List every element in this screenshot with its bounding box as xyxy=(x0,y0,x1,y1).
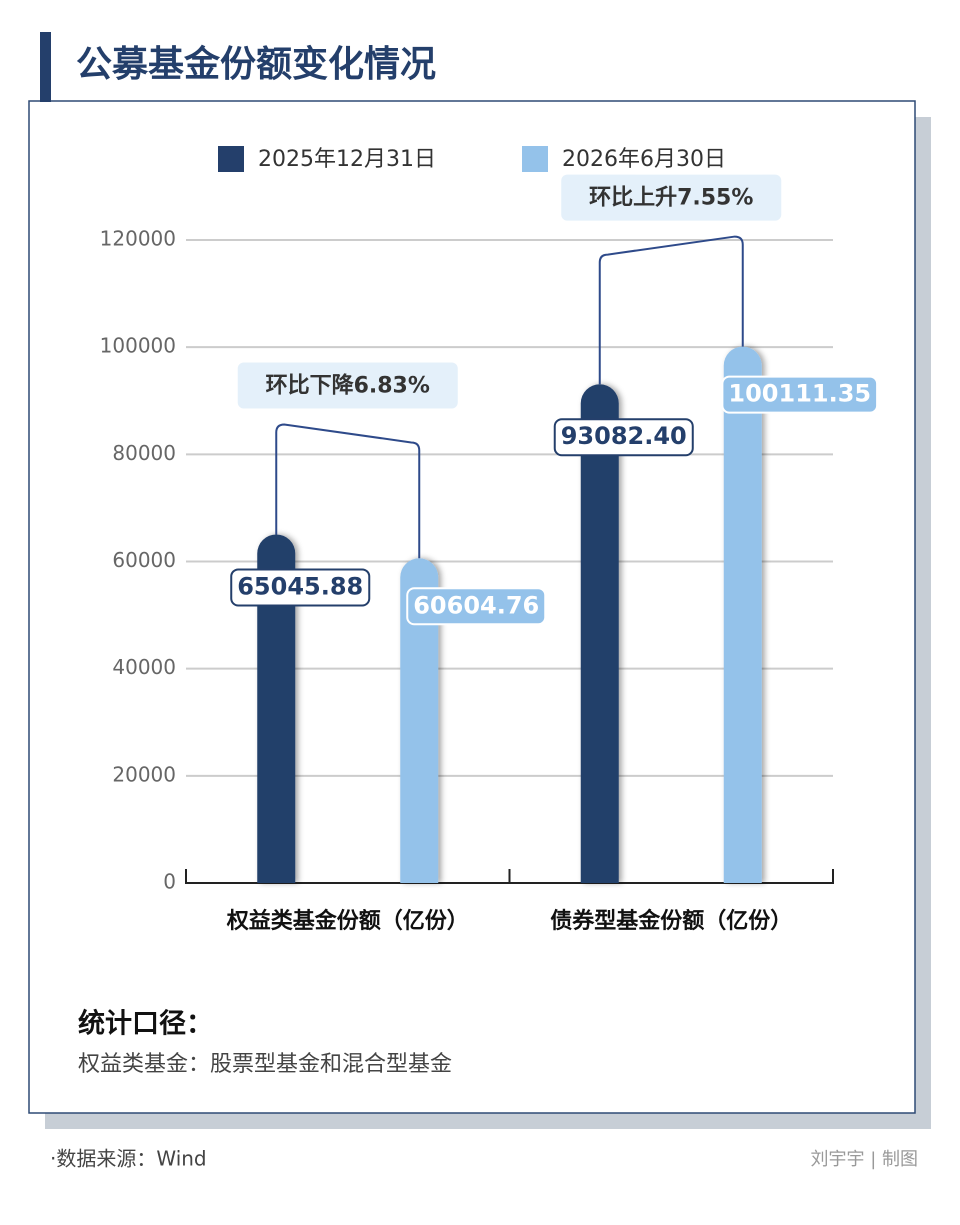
value-label: 100111.35 xyxy=(728,380,871,408)
value-label: 65045.88 xyxy=(237,572,363,600)
y-tick-label: 40000 xyxy=(112,655,176,679)
bar xyxy=(723,346,762,883)
bar xyxy=(580,384,619,883)
legend-swatch xyxy=(522,146,548,172)
value-label-box xyxy=(230,568,371,607)
y-tick-label: 80000 xyxy=(112,441,176,465)
title-bar xyxy=(40,32,51,102)
x-tick-label: 权益类基金份额（亿份） xyxy=(226,908,469,934)
legend-swatch xyxy=(218,146,244,172)
legend-label: 2026年6月30日 xyxy=(562,147,726,172)
value-label: 60604.76 xyxy=(413,591,539,619)
notes-text: 权益类基金：股票型基金和混合型基金 xyxy=(78,1052,452,1077)
value-label-box xyxy=(553,418,694,457)
y-tick-label: 20000 xyxy=(112,762,176,786)
value-label: 93082.40 xyxy=(561,422,687,450)
y-tick-label: 60000 xyxy=(112,548,176,572)
y-tick-label: 100000 xyxy=(100,334,176,358)
annotation-box xyxy=(561,174,782,221)
annotation: 环比上升7.55% xyxy=(589,186,753,211)
x-tick-label: 债券型基金份额（亿份） xyxy=(550,908,792,934)
annotation: 环比下降6.83% xyxy=(266,373,430,398)
notes-heading: 统计口径： xyxy=(78,1008,213,1040)
bracket xyxy=(275,423,421,559)
bar xyxy=(400,558,439,883)
annotation-box xyxy=(237,362,458,409)
value-label-box xyxy=(406,587,547,626)
bar xyxy=(257,534,296,883)
chart-title: 公募基金份额变化情况 xyxy=(76,43,436,85)
x-axis xyxy=(185,869,834,884)
legend-label: 2025年12月31日 xyxy=(258,147,436,172)
value-label-box xyxy=(721,375,879,414)
y-tick-label: 0 xyxy=(163,870,176,894)
source: ·数据来源：Wind xyxy=(50,1147,207,1171)
credit: 刘宇宇 | 制图 xyxy=(810,1149,918,1170)
y-tick-label: 120000 xyxy=(100,227,176,251)
bracket xyxy=(598,235,744,385)
